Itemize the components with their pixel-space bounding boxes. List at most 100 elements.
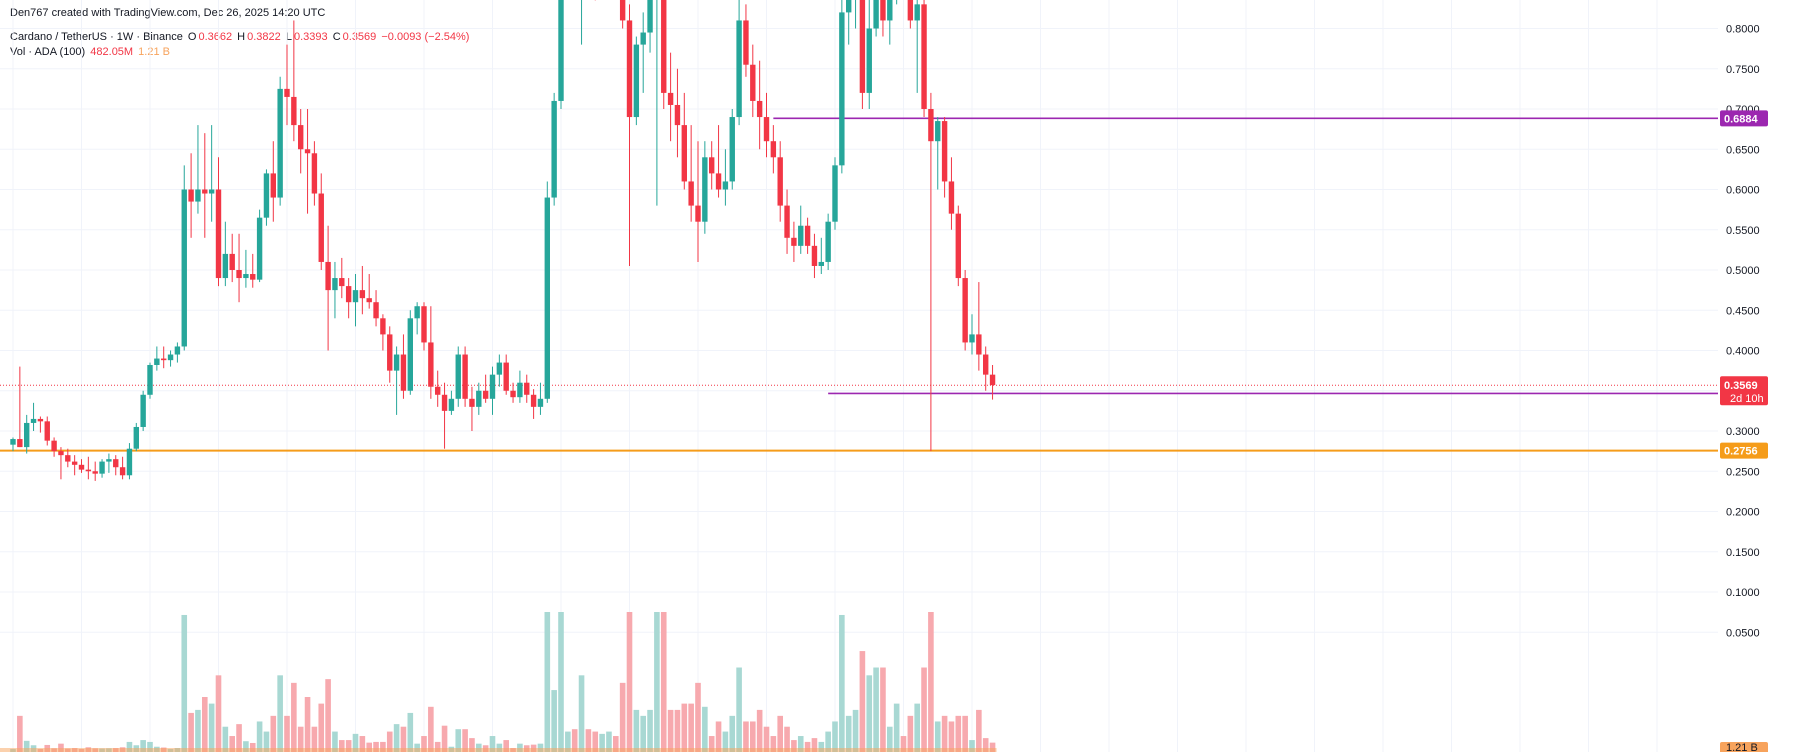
candle-body bbox=[873, 0, 879, 29]
candle-body bbox=[784, 205, 790, 238]
volume-bar bbox=[428, 706, 434, 752]
candle-body bbox=[352, 290, 359, 303]
last-price-label: 0.3569 bbox=[1724, 380, 1758, 392]
candle-body bbox=[270, 173, 276, 198]
volume-bar bbox=[845, 715, 852, 752]
volume-bar bbox=[455, 729, 462, 752]
volume-bar bbox=[339, 740, 345, 752]
volume-bar bbox=[873, 667, 879, 752]
volume-bar bbox=[208, 703, 215, 752]
volume-bar bbox=[893, 703, 900, 752]
volume-bar bbox=[236, 724, 242, 752]
volume-bar bbox=[140, 740, 146, 752]
candle-body bbox=[421, 306, 427, 343]
volume-bar bbox=[558, 612, 564, 752]
volume-bar bbox=[702, 706, 708, 752]
candle-body bbox=[10, 439, 16, 445]
volume-bar bbox=[277, 675, 283, 752]
volume-ma-line bbox=[0, 748, 997, 752]
candle-body bbox=[661, 0, 667, 93]
symbol-legend: Cardano / TetherUS · 1W · Binance O 0.366… bbox=[10, 30, 471, 44]
candle-body bbox=[243, 274, 249, 279]
candle-body bbox=[339, 278, 345, 287]
candle-body bbox=[537, 398, 544, 407]
volume-value: 482.05M bbox=[90, 46, 134, 58]
volume-bar bbox=[626, 612, 633, 752]
candle-body bbox=[58, 451, 64, 456]
candle-body bbox=[284, 88, 290, 97]
attribution: Den767 created with TradingView.com, Dec… bbox=[10, 7, 326, 19]
volume-label[interactable]: Vol · ADA (100) bbox=[10, 46, 86, 58]
candle-body bbox=[147, 364, 153, 395]
volume-bar bbox=[592, 731, 599, 752]
volume-bar bbox=[489, 736, 496, 752]
candle-body bbox=[380, 318, 386, 335]
volume-bar bbox=[58, 743, 64, 752]
candle-body bbox=[414, 306, 420, 319]
volume-bar bbox=[585, 729, 592, 752]
candle-body bbox=[71, 461, 78, 465]
volume-bar bbox=[496, 743, 503, 752]
candle-body bbox=[359, 290, 366, 299]
price-tick-label: 0.1000 bbox=[1726, 587, 1760, 599]
candle-body bbox=[393, 354, 400, 371]
candle-body bbox=[743, 20, 749, 65]
candle-body bbox=[99, 461, 105, 474]
candle-body bbox=[298, 125, 304, 150]
candle-body bbox=[482, 390, 489, 399]
volume-bar bbox=[373, 741, 379, 752]
candle-body bbox=[811, 245, 818, 266]
volume-bar bbox=[147, 741, 153, 752]
candle-body bbox=[332, 278, 338, 291]
volume-bar bbox=[619, 682, 626, 752]
candle-body bbox=[106, 459, 112, 462]
volume-bar bbox=[777, 715, 783, 752]
volume-bar bbox=[578, 675, 585, 752]
candle-body bbox=[907, 0, 914, 21]
level-price-label-bg bbox=[1720, 110, 1768, 127]
candle-body bbox=[113, 459, 119, 468]
volume-bar bbox=[695, 682, 701, 752]
candle-body bbox=[955, 213, 961, 279]
volume-bar bbox=[660, 612, 667, 752]
candle-body bbox=[989, 374, 996, 386]
candle-body bbox=[619, 0, 626, 21]
volume-bar bbox=[921, 667, 927, 752]
volume-bar bbox=[791, 740, 797, 752]
candle-body bbox=[208, 189, 215, 194]
candle-body bbox=[195, 189, 201, 202]
volume-bar bbox=[297, 726, 304, 752]
volume-bar bbox=[804, 741, 811, 752]
volume-bar bbox=[811, 738, 818, 752]
candle-body bbox=[633, 44, 640, 118]
candle-body bbox=[277, 88, 283, 198]
volume-bar bbox=[647, 709, 653, 752]
candle-body bbox=[825, 221, 831, 262]
last-price-label-bg bbox=[1720, 376, 1768, 406]
candle-body bbox=[626, 20, 633, 118]
volume-ma-label-bg bbox=[1720, 742, 1768, 752]
volume-bar bbox=[503, 740, 509, 752]
candle-body bbox=[969, 334, 975, 343]
candle-body bbox=[859, 0, 866, 93]
price-tick-label: 0.1500 bbox=[1726, 547, 1760, 559]
volume-bar bbox=[955, 715, 962, 752]
candle-body bbox=[976, 334, 982, 355]
volume-bar bbox=[195, 709, 201, 752]
candle-body bbox=[756, 100, 763, 118]
candle-body bbox=[695, 205, 701, 222]
candle-body bbox=[496, 362, 503, 375]
volume-bar bbox=[784, 726, 790, 752]
candle-body bbox=[92, 471, 98, 474]
volume-bar bbox=[414, 743, 420, 752]
candle-body bbox=[702, 157, 708, 222]
candle-body bbox=[791, 237, 797, 246]
volume-bar bbox=[613, 736, 619, 752]
candle-body bbox=[928, 109, 934, 142]
candle-body bbox=[304, 149, 311, 154]
volume-bar bbox=[797, 736, 804, 752]
volume-bar bbox=[517, 743, 523, 752]
grid bbox=[0, 0, 1718, 752]
symbol-name[interactable]: Cardano / TetherUS · 1W · Binance bbox=[10, 31, 183, 43]
